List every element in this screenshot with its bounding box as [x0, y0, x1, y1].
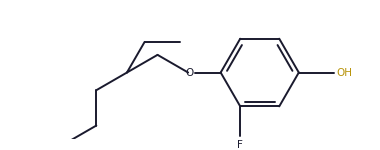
Text: O: O — [185, 68, 194, 78]
Text: F: F — [237, 140, 243, 150]
Text: OH: OH — [336, 68, 352, 78]
